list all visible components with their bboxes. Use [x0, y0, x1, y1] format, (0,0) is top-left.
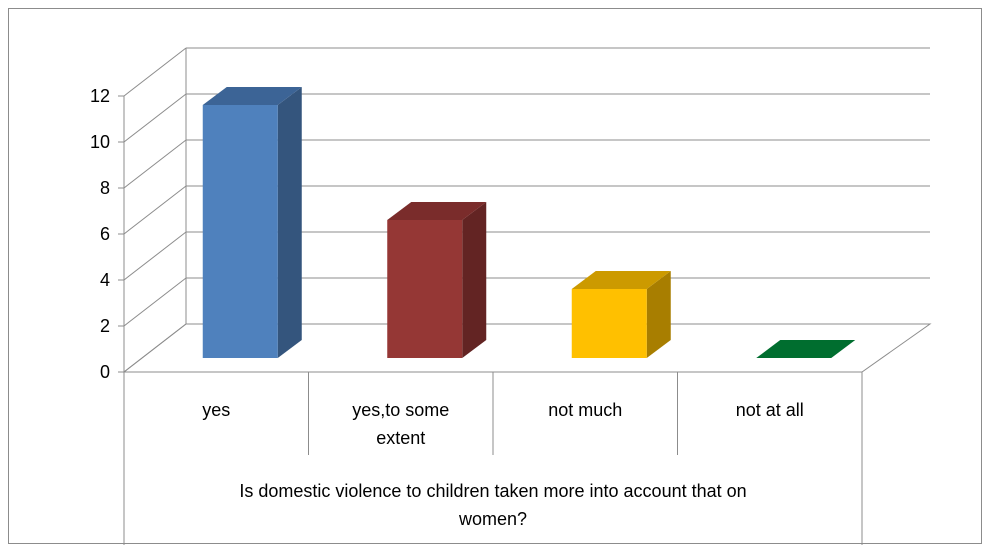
x-tick-label: not at all [736, 400, 804, 420]
bar-top [756, 340, 856, 358]
y-tick-label: 8 [100, 178, 110, 198]
bar-top [571, 271, 671, 289]
bar [387, 220, 463, 358]
side-wall-gridline [123, 93, 187, 143]
bar-top [202, 87, 302, 105]
x-tick-label: yes [202, 400, 230, 420]
bar [571, 289, 647, 358]
x-group-label: women? [458, 509, 527, 529]
y-tick-label: 2 [100, 316, 110, 336]
x-group-label: Is domestic violence to children taken m… [239, 481, 746, 501]
bar-side [462, 202, 487, 358]
y-tick-label: 10 [90, 132, 110, 152]
side-wall-gridline [123, 277, 187, 327]
side-wall-gridline [123, 231, 187, 281]
x-tick-label: yes,to some [352, 400, 449, 420]
bar-side [646, 271, 671, 358]
y-tick-label: 6 [100, 224, 110, 244]
y-tick-label: 12 [90, 86, 110, 106]
bar-top [387, 202, 487, 220]
side-wall-gridline [123, 185, 187, 235]
y-tick-label: 4 [100, 270, 110, 290]
y-tick-label: 0 [100, 362, 110, 382]
x-tick-label: extent [376, 428, 425, 448]
side-wall-gridline [123, 139, 187, 189]
x-tick-label: not much [548, 400, 622, 420]
chart-frame [8, 8, 982, 544]
bar [202, 105, 278, 358]
chart-floor [122, 323, 932, 373]
bar-side [277, 87, 302, 358]
side-wall-gridline [123, 47, 187, 97]
